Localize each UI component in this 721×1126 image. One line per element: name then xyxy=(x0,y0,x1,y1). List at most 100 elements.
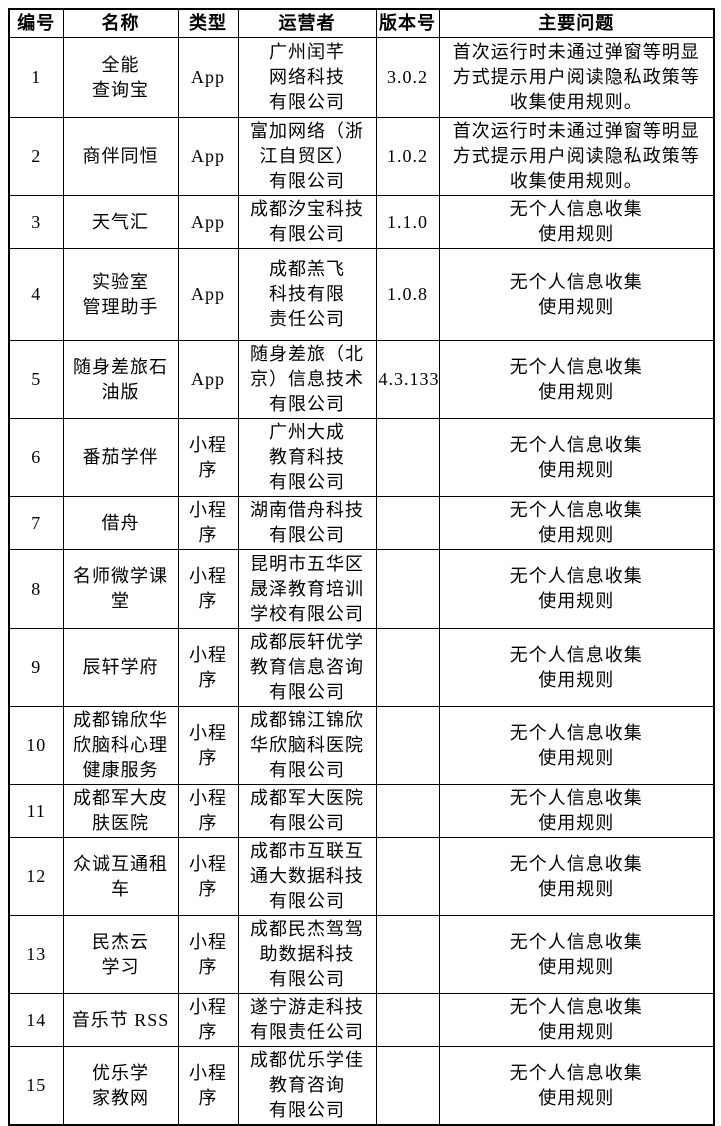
cell-version xyxy=(375,496,440,550)
table-row: 8 名师微学课 堂 小程 序 昆明市五华区 晟泽教育培训 学校有限公司 无个人信… xyxy=(8,549,715,629)
table-row: 4 实验室 管理助手 App 成都羔飞 科技有限 责任公司 1.0.8 无个人信… xyxy=(8,248,715,341)
cell-operator: 随身差旅（北 京）信息技术 有限公司 xyxy=(237,340,377,419)
cell-name: 成都锦欣华 欣脑科心理 健康服务 xyxy=(62,706,179,785)
cell-type: 小程 序 xyxy=(177,784,239,838)
cell-type: 小程 序 xyxy=(177,418,239,497)
cell-type: 小程 序 xyxy=(177,837,239,916)
cell-version xyxy=(375,784,440,838)
cell-name: 众诚互通租 车 xyxy=(62,837,179,916)
cell-issue: 无个人信息收集 使用规则 xyxy=(438,549,715,629)
table-row: 11 成都军大皮 肤医院 小程 序 成都军大医院 有限公司 无个人信息收集 使用… xyxy=(8,784,715,838)
table-row: 10 成都锦欣华 欣脑科心理 健康服务 小程 序 成都锦江锦欣 华欣脑科医院 有… xyxy=(8,706,715,785)
cell-issue: 无个人信息收集 使用规则 xyxy=(438,993,715,1047)
cell-operator: 成都优乐学佳 教育咨询 有限公司 xyxy=(237,1046,377,1126)
cell-issue: 无个人信息收集 使用规则 xyxy=(438,496,715,550)
cell-name: 随身差旅石 油版 xyxy=(62,340,179,419)
cell-number: 8 xyxy=(8,549,64,629)
cell-operator: 成都羔飞 科技有限 责任公司 xyxy=(237,248,377,341)
table-row: 6 番茄学伴 小程 序 广州大成 教育科技 有限公司 无个人信息收集 使用规则 xyxy=(8,418,715,497)
cell-type: 小程 序 xyxy=(177,915,239,994)
cell-name: 全能 查询宝 xyxy=(62,37,179,118)
cell-operator: 成都市互联互 通大数据科技 有限公司 xyxy=(237,837,377,916)
cell-operator: 广州大成 教育科技 有限公司 xyxy=(237,418,377,497)
cell-type: 小程 序 xyxy=(177,628,239,707)
cell-name: 名师微学课 堂 xyxy=(62,549,179,629)
cell-name: 民杰云 学习 xyxy=(62,915,179,994)
cell-operator: 成都军大医院 有限公司 xyxy=(237,784,377,838)
cell-type: 小程 序 xyxy=(177,1046,239,1126)
cell-issue: 无个人信息收集 使用规则 xyxy=(438,418,715,497)
cell-version: 3.0.2 xyxy=(375,37,440,118)
cell-operator: 成都锦江锦欣 华欣脑科医院 有限公司 xyxy=(237,706,377,785)
cell-operator: 遂宁游走科技 有限责任公司 xyxy=(237,993,377,1047)
cell-type: 小程 序 xyxy=(177,706,239,785)
cell-version xyxy=(375,549,440,629)
cell-issue: 无个人信息收集 使用规则 xyxy=(438,628,715,707)
cell-number: 13 xyxy=(8,915,64,994)
cell-type: App xyxy=(177,195,239,249)
cell-issue: 无个人信息收集 使用规则 xyxy=(438,706,715,785)
cell-version: 1.0.2 xyxy=(375,117,440,196)
cell-number: 5 xyxy=(8,340,64,419)
table-header-row: 编号 名称 类型 运营者 版本号 主要问题 xyxy=(8,8,715,38)
cell-number: 15 xyxy=(8,1046,64,1126)
cell-name: 辰轩学府 xyxy=(62,628,179,707)
cell-operator: 成都民杰驾驾 助数据科技 有限公司 xyxy=(237,915,377,994)
table-row: 5 随身差旅石 油版 App 随身差旅（北 京）信息技术 有限公司 4.3.13… xyxy=(8,340,715,419)
cell-type: 小程 序 xyxy=(177,549,239,629)
table-row: 15 优乐学 家教网 小程 序 成都优乐学佳 教育咨询 有限公司 无个人信息收集… xyxy=(8,1046,715,1126)
cell-version xyxy=(375,993,440,1047)
header-operator: 运营者 xyxy=(237,8,377,38)
cell-number: 9 xyxy=(8,628,64,707)
cell-name: 番茄学伴 xyxy=(62,418,179,497)
cell-operator: 湖南借舟科技 有限公司 xyxy=(237,496,377,550)
cell-type: App xyxy=(177,117,239,196)
cell-version: 1.0.8 xyxy=(375,248,440,341)
header-version: 版本号 xyxy=(375,8,440,38)
cell-number: 3 xyxy=(8,195,64,249)
cell-version xyxy=(375,1046,440,1126)
cell-operator: 成都辰轩优学 教育信息咨询 有限公司 xyxy=(237,628,377,707)
cell-name: 天气汇 xyxy=(62,195,179,249)
cell-name: 音乐节 RSS xyxy=(62,993,179,1047)
app-violation-table: 编号 名称 类型 运营者 版本号 主要问题 1 全能 查询宝 App 广州闰芊 … xyxy=(8,8,715,1126)
cell-operator: 昆明市五华区 晟泽教育培训 学校有限公司 xyxy=(237,549,377,629)
table-row: 1 全能 查询宝 App 广州闰芊 网络科技 有限公司 3.0.2 首次运行时未… xyxy=(8,37,715,118)
cell-number: 10 xyxy=(8,706,64,785)
cell-version: 4.3.133 xyxy=(375,340,440,419)
cell-number: 12 xyxy=(8,837,64,916)
cell-issue: 无个人信息收集 使用规则 xyxy=(438,784,715,838)
cell-number: 11 xyxy=(8,784,64,838)
table-row: 13 民杰云 学习 小程 序 成都民杰驾驾 助数据科技 有限公司 无个人信息收集… xyxy=(8,915,715,994)
header-name: 名称 xyxy=(62,8,179,38)
cell-issue: 无个人信息收集 使用规则 xyxy=(438,340,715,419)
cell-type: App xyxy=(177,248,239,341)
cell-issue: 无个人信息收集 使用规则 xyxy=(438,915,715,994)
cell-number: 6 xyxy=(8,418,64,497)
cell-issue: 首次运行时未通过弹窗等明显 方式提示用户阅读隐私政策等 收集使用规则。 xyxy=(438,117,715,196)
cell-type: App xyxy=(177,37,239,118)
table-row: 9 辰轩学府 小程 序 成都辰轩优学 教育信息咨询 有限公司 无个人信息收集 使… xyxy=(8,628,715,707)
table-row: 3 天气汇 App 成都汐宝科技 有限公司 1.1.0 无个人信息收集 使用规则 xyxy=(8,195,715,249)
cell-name: 成都军大皮 肤医院 xyxy=(62,784,179,838)
cell-version xyxy=(375,915,440,994)
cell-name: 优乐学 家教网 xyxy=(62,1046,179,1126)
cell-number: 7 xyxy=(8,496,64,550)
cell-type: 小程 序 xyxy=(177,993,239,1047)
cell-version xyxy=(375,706,440,785)
cell-number: 1 xyxy=(8,37,64,118)
cell-issue: 无个人信息收集 使用规则 xyxy=(438,837,715,916)
table-row: 12 众诚互通租 车 小程 序 成都市互联互 通大数据科技 有限公司 无个人信息… xyxy=(8,837,715,916)
cell-name: 实验室 管理助手 xyxy=(62,248,179,341)
cell-type: 小程 序 xyxy=(177,496,239,550)
document-page: 编号 名称 类型 运营者 版本号 主要问题 1 全能 查询宝 App 广州闰芊 … xyxy=(8,8,715,1126)
cell-number: 4 xyxy=(8,248,64,341)
cell-number: 2 xyxy=(8,117,64,196)
table-row: 7 借舟 小程 序 湖南借舟科技 有限公司 无个人信息收集 使用规则 xyxy=(8,496,715,550)
cell-type: App xyxy=(177,340,239,419)
cell-name: 借舟 xyxy=(62,496,179,550)
cell-number: 14 xyxy=(8,993,64,1047)
cell-name: 商伴同恒 xyxy=(62,117,179,196)
cell-issue: 无个人信息收集 使用规则 xyxy=(438,1046,715,1126)
table-row: 14 音乐节 RSS 小程 序 遂宁游走科技 有限责任公司 无个人信息收集 使用… xyxy=(8,993,715,1047)
